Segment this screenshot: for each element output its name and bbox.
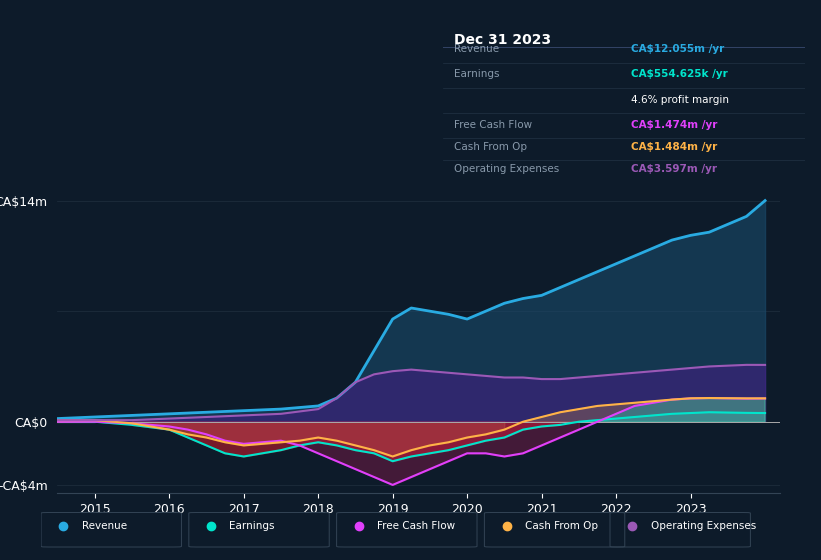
Text: Cash From Op: Cash From Op xyxy=(454,142,527,152)
Text: Operating Expenses: Operating Expenses xyxy=(651,521,756,531)
Text: CA$12.055m /yr: CA$12.055m /yr xyxy=(631,44,724,54)
Text: Earnings: Earnings xyxy=(230,521,275,531)
Text: Dec 31 2023: Dec 31 2023 xyxy=(454,34,552,48)
Text: Operating Expenses: Operating Expenses xyxy=(454,164,559,174)
Text: CA$3.597m /yr: CA$3.597m /yr xyxy=(631,164,718,174)
Text: Cash From Op: Cash From Op xyxy=(525,521,598,531)
Text: CA$554.625k /yr: CA$554.625k /yr xyxy=(631,69,728,80)
Text: Free Cash Flow: Free Cash Flow xyxy=(377,521,456,531)
Text: Earnings: Earnings xyxy=(454,69,500,80)
Text: CA$1.474m /yr: CA$1.474m /yr xyxy=(631,120,718,129)
Text: Revenue: Revenue xyxy=(454,44,499,54)
Text: 4.6% profit margin: 4.6% profit margin xyxy=(631,95,729,105)
Text: Revenue: Revenue xyxy=(82,521,126,531)
Text: Free Cash Flow: Free Cash Flow xyxy=(454,120,532,129)
Text: CA$1.484m /yr: CA$1.484m /yr xyxy=(631,142,718,152)
